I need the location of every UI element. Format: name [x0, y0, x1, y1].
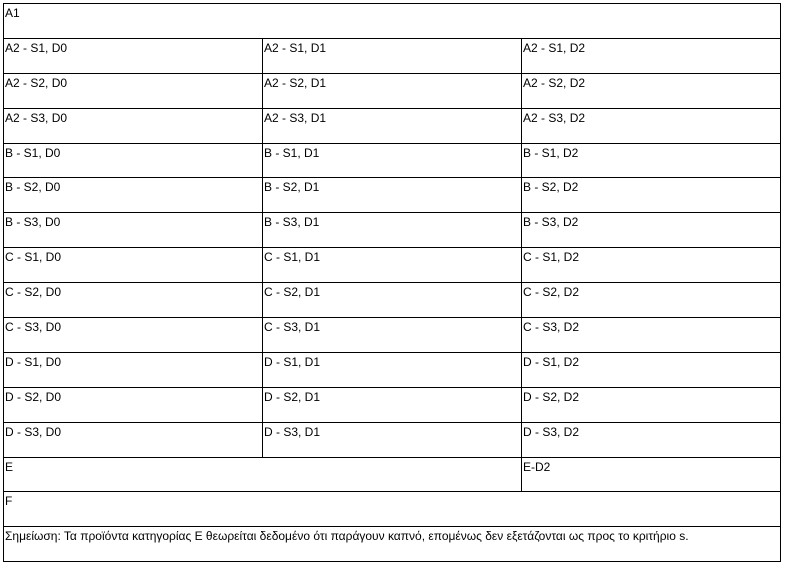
table-row: A2 - S1, D0 A2 - S1, D1 A2 - S1, D2: [3, 37, 782, 74]
table-cell: A2 - S3, D2: [520, 107, 782, 144]
table-cell: B - S3, D2: [520, 212, 782, 249]
table-cell: B - S2, D1: [262, 177, 522, 214]
table-row: B - S3, D0 B - S3, D1 B - S3, D2: [3, 212, 782, 249]
table-row: F: [2, 491, 782, 528]
table-cell: D - S1, D2: [520, 351, 782, 388]
table-cell: F: [2, 491, 782, 528]
table-row: D - S2, D0 D - S2, D1 D - S2, D2: [3, 386, 782, 423]
table-cell: D - S3, D1: [262, 421, 522, 458]
table-cell: E: [3, 456, 522, 493]
table-cell: D - S1, D0: [3, 351, 263, 388]
table-cell: C - S2, D1: [262, 282, 522, 319]
table-cell: A2 - S2, D1: [262, 72, 522, 109]
table-cell: A2 - S3, D0: [3, 107, 263, 144]
table-cell: B - S2, D2: [520, 177, 782, 214]
table-body: A1 A2 - S1, D0 A2 - S1, D1 A2 - S1, D2 A2 - …: [2, 3, 782, 563]
table-row: Σημείωση: Τα προϊόντα κατηγορίας Ε θεωρε…: [2, 526, 782, 563]
table-row: D - S3, D0 D - S3, D1 D - S3, D2: [3, 421, 782, 458]
table-cell: A2 - S1, D2: [520, 37, 782, 74]
table-cell: C - S1, D1: [262, 247, 522, 284]
table-cell: B - S1, D0: [3, 142, 263, 179]
table-row: A2 - S2, D0 A2 - S2, D1 A2 - S2, D2: [3, 72, 782, 109]
table-cell: D - S3, D0: [3, 421, 263, 458]
table-cell: A2 - S1, D0: [3, 37, 263, 74]
table-row: A1: [2, 3, 782, 39]
table-row: C - S1, D0 C - S1, D1 C - S1, D2: [3, 247, 782, 284]
table-row: C - S3, D0 C - S3, D1 C - S3, D2: [3, 317, 782, 353]
table-cell: A1: [2, 3, 782, 39]
table-cell: D - S2, D1: [262, 386, 522, 423]
table-cell: C - S2, D0: [3, 282, 263, 319]
table-cell: C - S3, D2: [520, 317, 782, 353]
table-cell: A2 - S3, D1: [262, 107, 522, 144]
table-cell: C - S1, D0: [3, 247, 263, 284]
table-row: B - S1, D0 B - S1, D1 B - S1, D2: [3, 142, 782, 179]
table-cell: C - S1, D2: [520, 247, 782, 284]
table-cell: D - S1, D1: [262, 351, 522, 388]
table-row: E E-D2: [3, 456, 782, 493]
table-cell: B - S2, D0: [3, 177, 263, 214]
table-row: C - S2, D0 C - S2, D1 C - S2, D2: [3, 282, 782, 319]
table-cell: A2 - S1, D1: [262, 37, 522, 74]
table-cell: E-D2: [520, 456, 782, 493]
table-cell: C - S3, D0: [3, 317, 263, 353]
table-row: A2 - S3, D0 A2 - S3, D1 A2 - S3, D2: [3, 107, 782, 144]
table-cell: A2 - S2, D0: [3, 72, 263, 109]
table-cell: C - S2, D2: [520, 282, 782, 319]
table-cell: D - S2, D2: [520, 386, 782, 423]
table-cell: A2 - S2, D2: [520, 72, 782, 109]
table-row: B - S2, D0 B - S2, D1 B - S2, D2: [3, 177, 782, 214]
table-cell: Σημείωση: Τα προϊόντα κατηγορίας Ε θεωρε…: [2, 526, 782, 563]
table-cell: B - S3, D0: [3, 212, 263, 249]
table-cell: B - S1, D1: [262, 142, 522, 179]
table-cell: D - S2, D0: [3, 386, 263, 423]
table-row: D - S1, D0 D - S1, D1 D - S1, D2: [3, 351, 782, 388]
table-cell: D - S3, D2: [520, 421, 782, 458]
table-cell: C - S3, D1: [262, 317, 522, 353]
table-cell: B - S1, D2: [520, 142, 782, 179]
table-cell: B - S3, D1: [262, 212, 522, 249]
table: A1 A2 - S1, D0 A2 - S1, D1 A2 - S1, D2 A2 - …: [2, 3, 782, 563]
